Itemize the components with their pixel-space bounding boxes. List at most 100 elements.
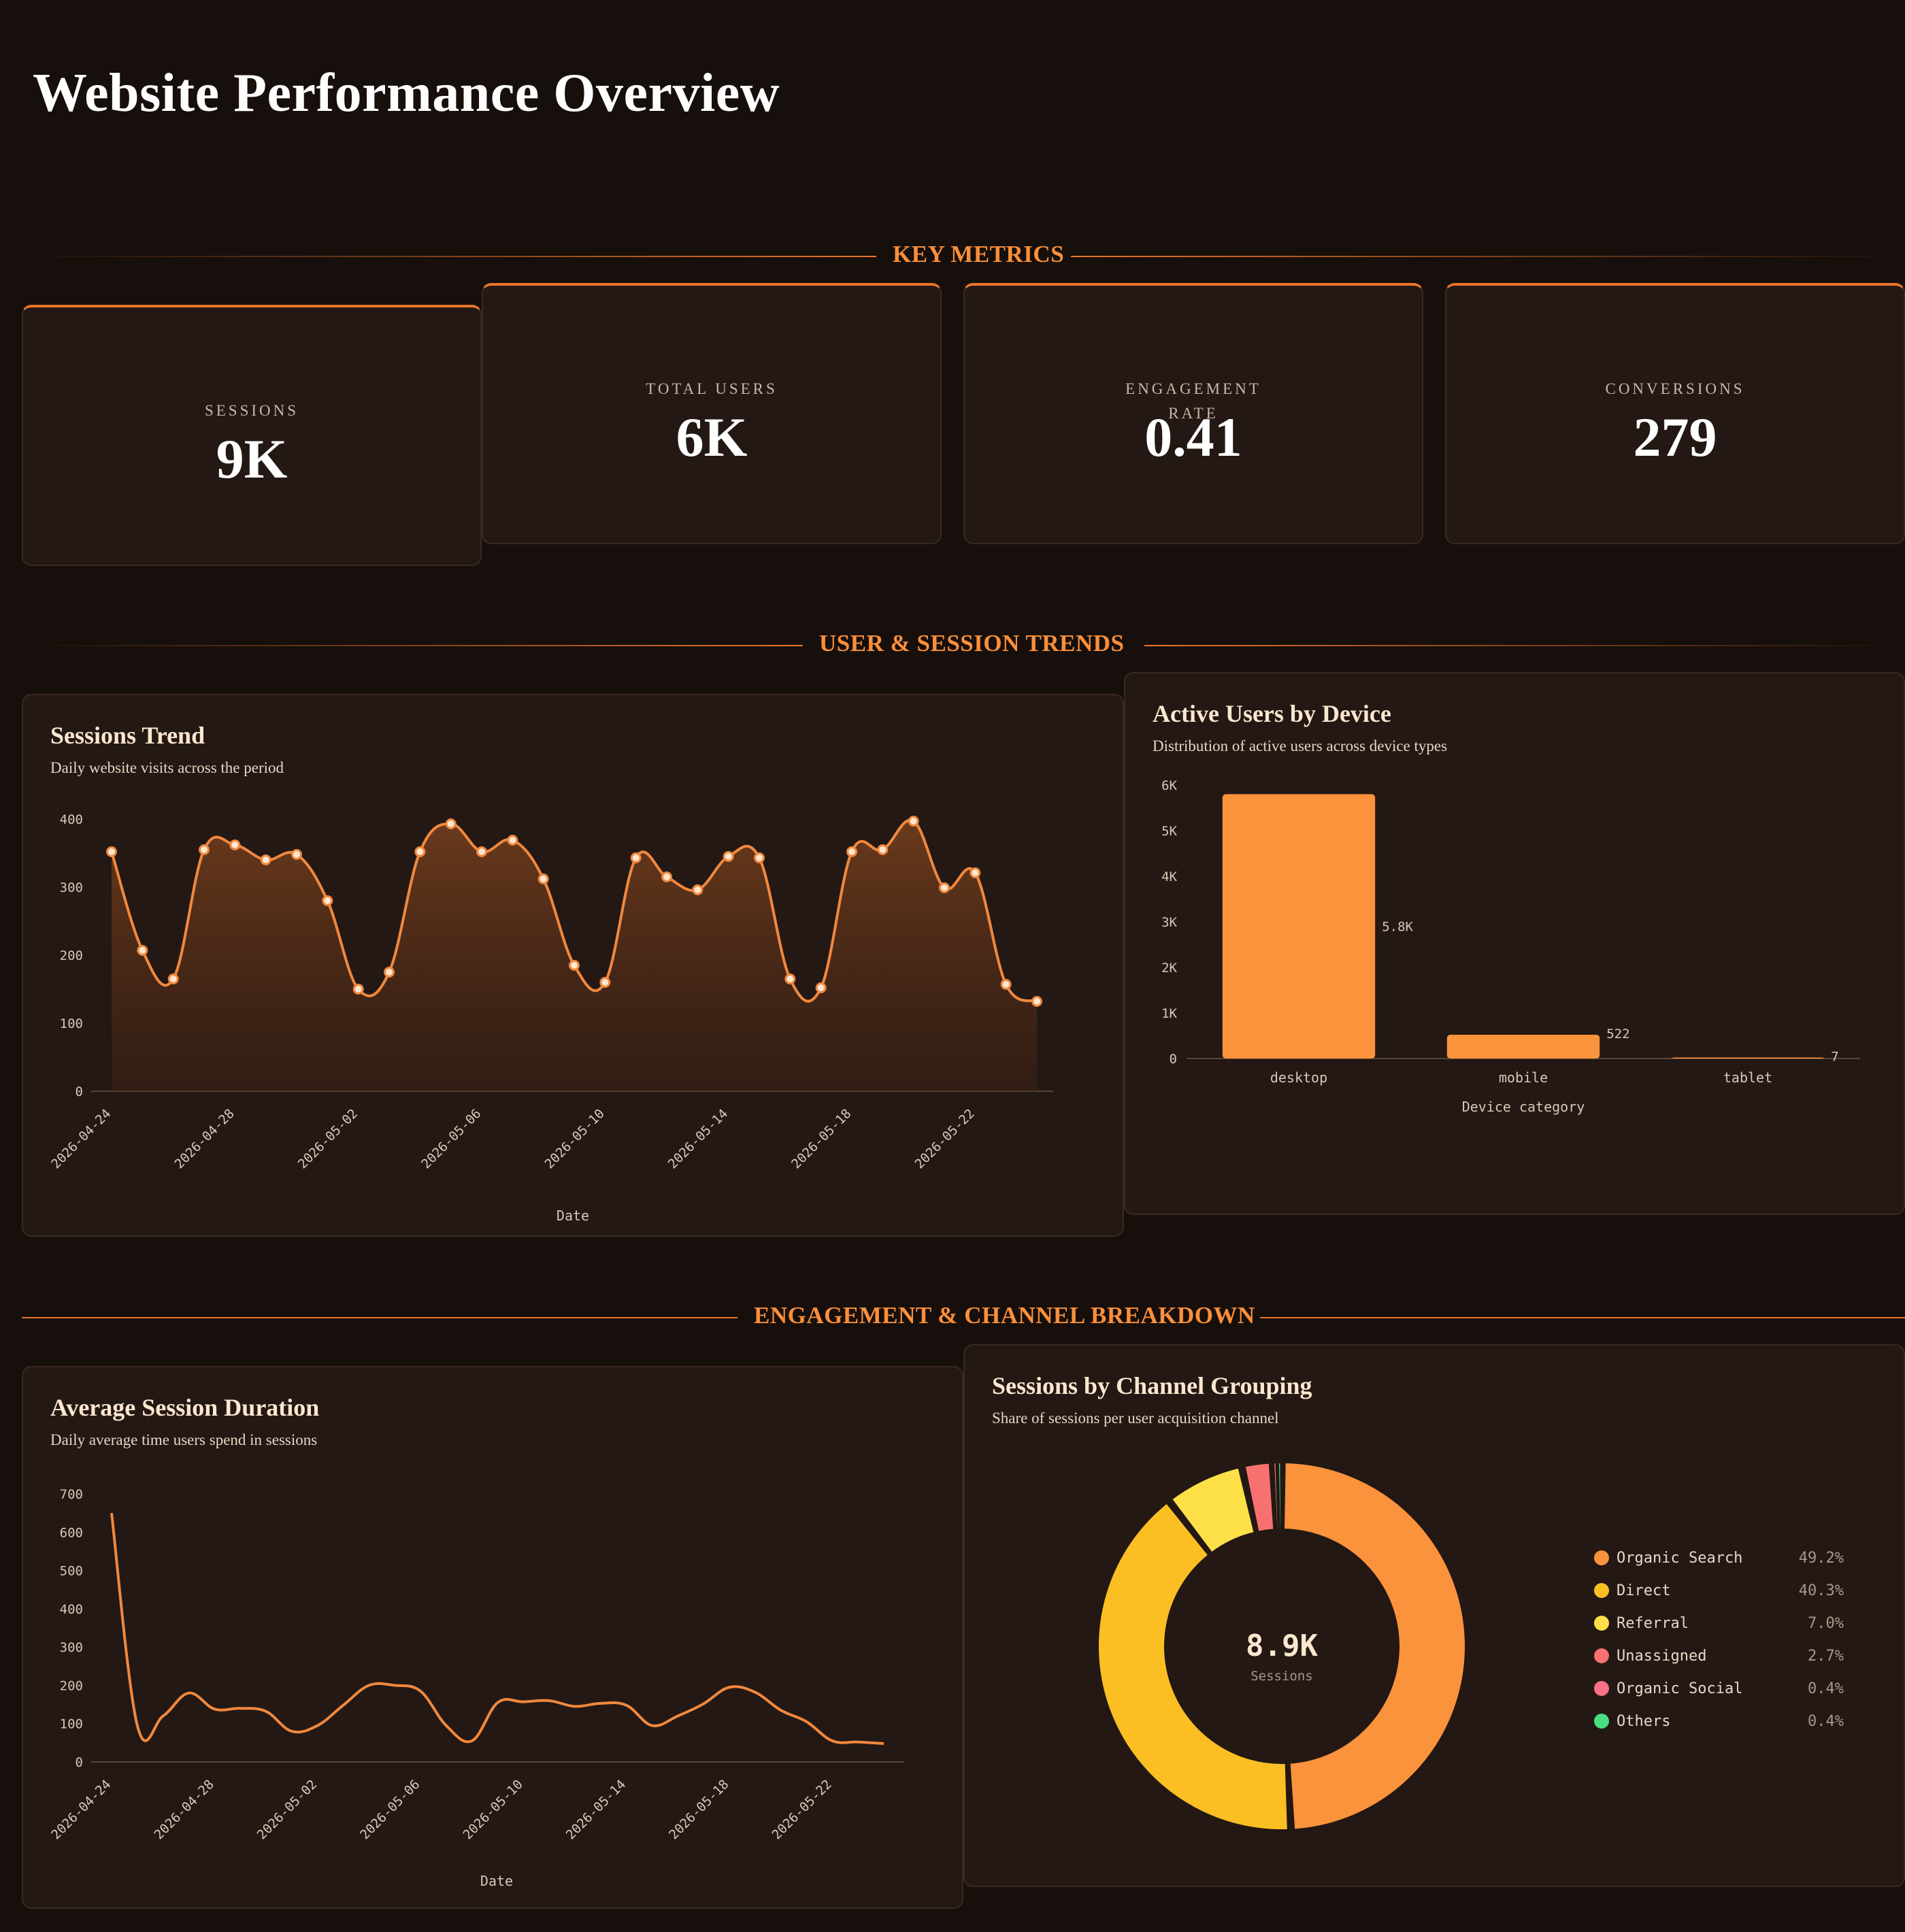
x-tick-label: 2026-05-10 [542, 1106, 607, 1171]
legend-swatch [1594, 1681, 1609, 1696]
data-point [630, 852, 642, 863]
active-users-card: Active Users by Device Distribution of a… [1124, 672, 1905, 1215]
series-line [110, 1512, 884, 1745]
x-tick-label: 2026-04-24 [48, 1777, 114, 1842]
chart-title: Active Users by Device [1153, 700, 1391, 727]
pie-slice [1273, 1462, 1279, 1531]
x-tick-label: 2026-05-22 [769, 1777, 834, 1842]
section-title-key-metrics: KEY METRICS [893, 241, 1065, 267]
legend-value: 0.4% [1808, 1713, 1844, 1730]
data-point [723, 851, 734, 862]
legend-swatch [1594, 1616, 1609, 1631]
y-tick-label: 200 [60, 948, 83, 963]
legend-label: Unassigned [1617, 1648, 1706, 1665]
data-point [569, 960, 580, 971]
data-point [537, 873, 549, 884]
y-tick-label: 700 [60, 1487, 83, 1502]
data-point [167, 973, 179, 984]
data-label: 7 [1831, 1050, 1838, 1065]
y-tick-label: 0 [76, 1084, 83, 1099]
chart-subtitle: Distribution of active users across devi… [1153, 737, 1448, 754]
legend-label: Referral [1617, 1615, 1689, 1632]
data-point [815, 982, 827, 993]
sessions-by-channel-chart: 8.9K Sessions Organic Search 49.2% Direct 40.… [1097, 1462, 1844, 1831]
y-tick-label: 200 [60, 1678, 83, 1693]
kpi-card-conversions: CONVERSIONS 279 [1445, 283, 1905, 544]
x-tick-label: 2026-05-14 [563, 1777, 629, 1842]
y-tick-label: 300 [60, 880, 83, 895]
legend-label: Direct [1617, 1582, 1670, 1599]
kpi-card-total-users: TOTAL USERS 6K [482, 283, 942, 544]
x-tick-label: 2026-04-28 [151, 1777, 216, 1842]
data-point [445, 818, 457, 829]
section-rule-right [1144, 645, 1905, 646]
kpi-label: SESSIONS [204, 402, 299, 419]
chart-subtitle: Daily average time users spend in sessio… [50, 1431, 318, 1448]
pie-slice [1277, 1462, 1282, 1531]
data-point [384, 967, 395, 978]
data-point [106, 846, 117, 857]
section-rule-left [22, 1317, 738, 1318]
data-point [784, 973, 796, 984]
data-point [970, 867, 981, 878]
avg-session-duration-card: Average Session Duration Daily average t… [22, 1366, 963, 1909]
data-point [908, 816, 919, 827]
y-tick-label: 5K [1161, 824, 1177, 839]
data-point [1000, 979, 1012, 990]
x-tick-label: 2026-05-14 [665, 1106, 731, 1171]
x-tick-label: desktop [1270, 1069, 1327, 1086]
chart-title: Sessions by Channel Grouping [992, 1372, 1312, 1399]
data-point [1031, 996, 1042, 1007]
data-point [260, 854, 271, 865]
legend-value: 49.2% [1799, 1550, 1844, 1567]
data-label: 5.8K [1382, 920, 1413, 935]
y-tick-label: 400 [60, 1602, 83, 1617]
area-fill [112, 820, 1037, 1091]
legend-label: Others [1617, 1713, 1670, 1730]
legend-swatch [1594, 1583, 1609, 1598]
bar [1446, 1035, 1600, 1059]
x-axis-title: Date [557, 1208, 589, 1224]
data-point [507, 835, 518, 846]
legend-value: 40.3% [1799, 1582, 1844, 1599]
section-title-trends: USER & SESSION TRENDS [819, 630, 1125, 656]
pie-slice [1171, 1467, 1255, 1554]
y-tick-label: 0 [76, 1755, 83, 1770]
donut-center-label: Sessions [1250, 1669, 1313, 1684]
data-point [877, 844, 889, 855]
kpi-card-engagement-rate: ENGAGEMENT RATE 0.41 [963, 283, 1423, 544]
pie-slice [1244, 1462, 1275, 1533]
bar [1222, 794, 1376, 1059]
y-tick-label: 2K [1161, 961, 1177, 976]
chart-subtitle: Share of sessions per user acquisition c… [992, 1410, 1279, 1427]
legend-value: 2.7% [1808, 1648, 1844, 1665]
x-axis-title: Device category [1462, 1099, 1585, 1115]
data-point [322, 895, 333, 906]
section-rule-right [1071, 256, 1905, 257]
x-tick-label: 2026-05-06 [418, 1106, 484, 1171]
legend-label: Organic Search [1617, 1550, 1742, 1567]
section-title-engagement: ENGAGEMENT & CHANNEL BREAKDOWN [754, 1302, 1255, 1329]
legend-value: 0.4% [1808, 1680, 1844, 1697]
data-point [599, 977, 611, 988]
chart-subtitle: Daily website visits across the period [50, 759, 284, 776]
kpi-label: TOTAL USERS [646, 380, 778, 397]
y-tick-label: 1K [1161, 1006, 1177, 1021]
section-rule-right [1260, 1317, 1905, 1318]
kpi-value: 9K [216, 428, 288, 490]
x-tick-label: 2026-05-06 [357, 1777, 423, 1842]
data-point [476, 846, 487, 857]
legend-value: 7.0% [1808, 1615, 1844, 1632]
data-point [199, 844, 210, 855]
kpi-value: 0.41 [1144, 406, 1242, 468]
data-point [291, 849, 302, 860]
data-label: 522 [1606, 1027, 1629, 1042]
x-tick-label: 2026-05-18 [666, 1777, 731, 1842]
x-axis-title: Date [480, 1873, 513, 1889]
legend-swatch [1594, 1648, 1609, 1663]
kpi-label: ENGAGEMENT RATE [1125, 380, 1261, 422]
y-tick-label: 6K [1161, 778, 1177, 793]
data-point [692, 884, 703, 895]
avg-session-duration-chart: 0 100 200 300 400 500 600 700 2026-04-24 2026-04-… [48, 1487, 904, 1889]
data-point [137, 945, 148, 956]
